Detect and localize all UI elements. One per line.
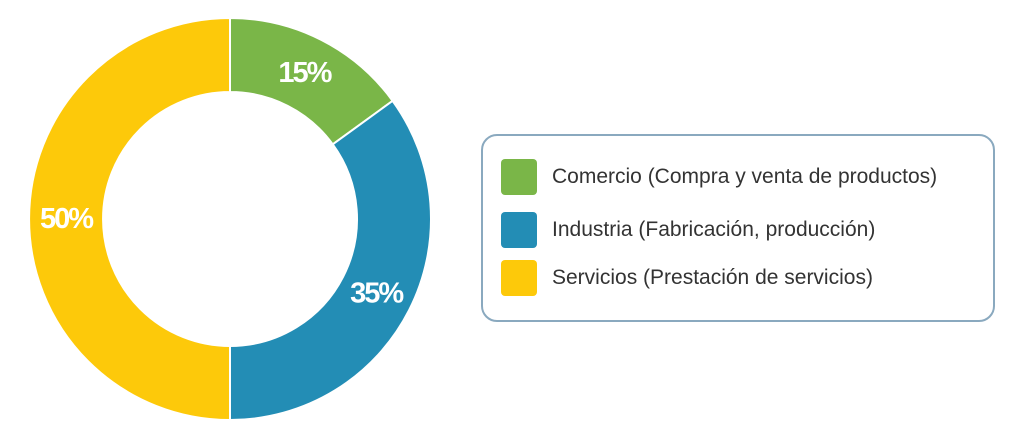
slice-label-industria: 35% [350, 277, 404, 309]
slice-label-comercio: 15% [278, 57, 332, 89]
chart-legend: Comercio (Compra y venta de productos) I… [481, 134, 995, 322]
legend-swatch-industria [501, 212, 537, 248]
legend-item-comercio: Comercio (Compra y venta de productos) [501, 159, 937, 195]
donut-slice-servicios [28, 16, 231, 422]
legend-label-industria: Industria (Fabricación, producción) [552, 218, 876, 241]
donut-chart: 15% 35% 50% [28, 16, 432, 422]
donut-slice-industria [229, 99, 432, 422]
slice-label-servicios: 50% [40, 203, 94, 235]
legend-label-comercio: Comercio (Compra y venta de productos) [552, 165, 938, 188]
legend-swatch-comercio [501, 159, 537, 195]
legend-item-industria: Industria (Fabricación, producción) [501, 212, 875, 248]
legend-label-servicios: Servicios (Prestación de servicios) [552, 266, 873, 289]
legend-swatch-servicios [501, 260, 537, 296]
legend-item-servicios: Servicios (Prestación de servicios) [501, 260, 873, 296]
